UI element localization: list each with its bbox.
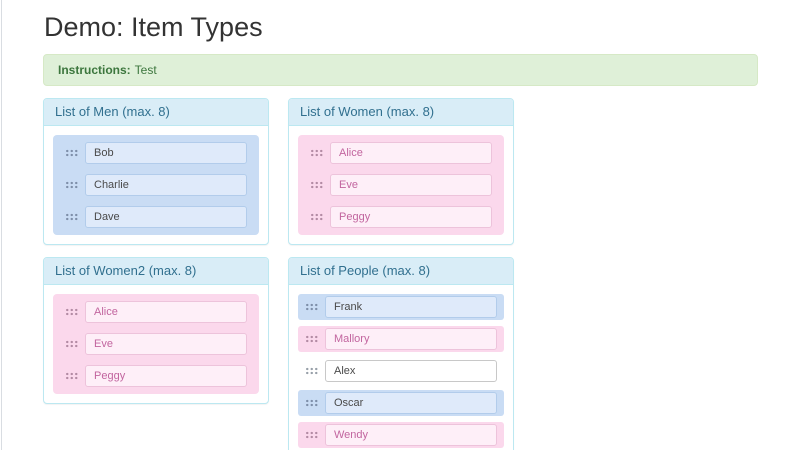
item-name-input[interactable] — [85, 142, 247, 164]
drag-handle-icon[interactable] — [310, 149, 323, 157]
list-item — [58, 331, 254, 357]
drag-handle-icon[interactable] — [305, 431, 318, 439]
panel-body-women2 — [44, 285, 268, 403]
list-item — [58, 299, 254, 325]
item-name-input[interactable] — [330, 206, 492, 228]
list-item — [298, 422, 504, 448]
list-item — [298, 390, 504, 416]
panel-list-of-women2: List of Women2 (max. 8) — [43, 257, 269, 404]
list-item — [298, 326, 504, 352]
panel-title-men: List of Men (max. 8) — [44, 99, 268, 126]
list-item — [58, 172, 254, 198]
item-name-input[interactable] — [330, 142, 492, 164]
list-item — [298, 358, 504, 384]
item-name-input[interactable] — [325, 296, 497, 318]
item-name-input[interactable] — [85, 333, 247, 355]
drag-handle-icon[interactable] — [310, 213, 323, 221]
drag-handle-icon[interactable] — [65, 213, 78, 221]
item-name-input[interactable] — [325, 328, 497, 350]
panel-title-women: List of Women (max. 8) — [289, 99, 513, 126]
panels-container: List of Men (max. 8) — [43, 98, 758, 450]
drag-handle-icon[interactable] — [305, 335, 318, 343]
list-item — [303, 172, 499, 198]
item-name-input[interactable] — [85, 174, 247, 196]
panel-list-of-men: List of Men (max. 8) — [43, 98, 269, 245]
drag-handle-icon[interactable] — [305, 367, 318, 375]
panel-list-of-women: List of Women (max. 8) — [288, 98, 514, 245]
panel-title-women2: List of Women2 (max. 8) — [44, 258, 268, 285]
item-name-input[interactable] — [85, 365, 247, 387]
drag-handle-icon[interactable] — [65, 149, 78, 157]
sortable-list-men — [53, 135, 259, 235]
instructions-text: Test — [134, 63, 157, 77]
list-item — [58, 140, 254, 166]
sortable-list-women2 — [53, 294, 259, 394]
window-edge-line — [1, 0, 2, 450]
panel-body-men — [44, 126, 268, 244]
panel-title-people: List of People (max. 8) — [289, 258, 513, 285]
panel-body-women — [289, 126, 513, 244]
item-name-input[interactable] — [85, 206, 247, 228]
drag-handle-icon[interactable] — [65, 308, 78, 316]
list-item — [303, 140, 499, 166]
item-name-input[interactable] — [325, 360, 497, 382]
drag-handle-icon[interactable] — [310, 181, 323, 189]
drag-handle-icon[interactable] — [65, 372, 78, 380]
item-name-input[interactable] — [325, 392, 497, 414]
item-name-input[interactable] — [325, 424, 497, 446]
list-item — [303, 204, 499, 230]
drag-handle-icon[interactable] — [65, 340, 78, 348]
item-name-input[interactable] — [330, 174, 492, 196]
instructions-alert: Instructions: Test — [43, 54, 758, 86]
list-item — [58, 204, 254, 230]
drag-handle-icon[interactable] — [65, 181, 78, 189]
instructions-label: Instructions: — [58, 63, 131, 77]
item-name-input[interactable] — [85, 301, 247, 323]
sortable-list-women — [298, 135, 504, 235]
sortable-list-people — [298, 294, 504, 448]
page-title: Demo: Item Types — [44, 12, 263, 42]
drag-handle-icon[interactable] — [305, 399, 318, 407]
panel-list-of-people: List of People (max. 8) — [288, 257, 514, 450]
drag-handle-icon[interactable] — [305, 303, 318, 311]
list-item — [298, 294, 504, 320]
list-item — [58, 363, 254, 389]
panel-body-people — [289, 285, 513, 450]
